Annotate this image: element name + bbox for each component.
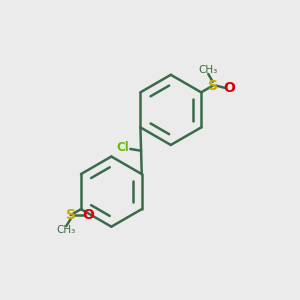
Text: O: O <box>223 81 235 95</box>
Text: S: S <box>66 208 76 222</box>
Text: CH₃: CH₃ <box>57 225 76 235</box>
Text: S: S <box>208 79 218 93</box>
Text: O: O <box>82 208 94 222</box>
Text: Cl: Cl <box>117 141 130 154</box>
Text: CH₃: CH₃ <box>199 65 218 75</box>
